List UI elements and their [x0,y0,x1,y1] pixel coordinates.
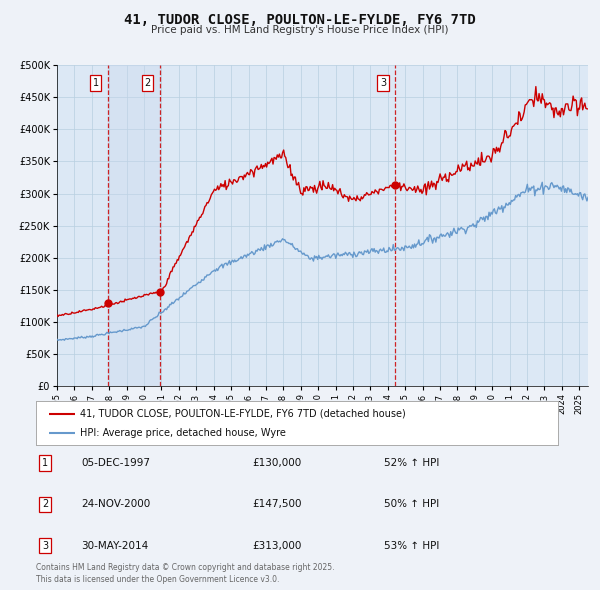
Bar [108,65,160,386]
Text: £147,500: £147,500 [252,500,302,509]
Text: 2: 2 [42,500,48,509]
Text: 50% ↑ HPI: 50% ↑ HPI [384,500,439,509]
Text: 30-MAY-2014: 30-MAY-2014 [81,541,148,550]
Text: 1: 1 [42,458,48,468]
Text: HPI: Average price, detached house, Wyre: HPI: Average price, detached house, Wyre [80,428,286,438]
Text: 24-NOV-2000: 24-NOV-2000 [81,500,150,509]
Text: 53% ↑ HPI: 53% ↑ HPI [384,541,439,550]
Text: 3: 3 [380,78,386,88]
Text: 2: 2 [145,78,151,88]
Text: 3: 3 [42,541,48,550]
Text: 05-DEC-1997: 05-DEC-1997 [81,458,150,468]
Text: Contains HM Land Registry data © Crown copyright and database right 2025.
This d: Contains HM Land Registry data © Crown c… [36,563,335,584]
Text: Price paid vs. HM Land Registry's House Price Index (HPI): Price paid vs. HM Land Registry's House … [151,25,449,35]
Text: 41, TUDOR CLOSE, POULTON-LE-FYLDE, FY6 7TD (detached house): 41, TUDOR CLOSE, POULTON-LE-FYLDE, FY6 7… [80,409,406,418]
Text: 1: 1 [92,78,99,88]
Text: 52% ↑ HPI: 52% ↑ HPI [384,458,439,468]
Text: £130,000: £130,000 [252,458,301,468]
Text: 41, TUDOR CLOSE, POULTON-LE-FYLDE, FY6 7TD: 41, TUDOR CLOSE, POULTON-LE-FYLDE, FY6 7… [124,13,476,27]
Text: £313,000: £313,000 [252,541,301,550]
